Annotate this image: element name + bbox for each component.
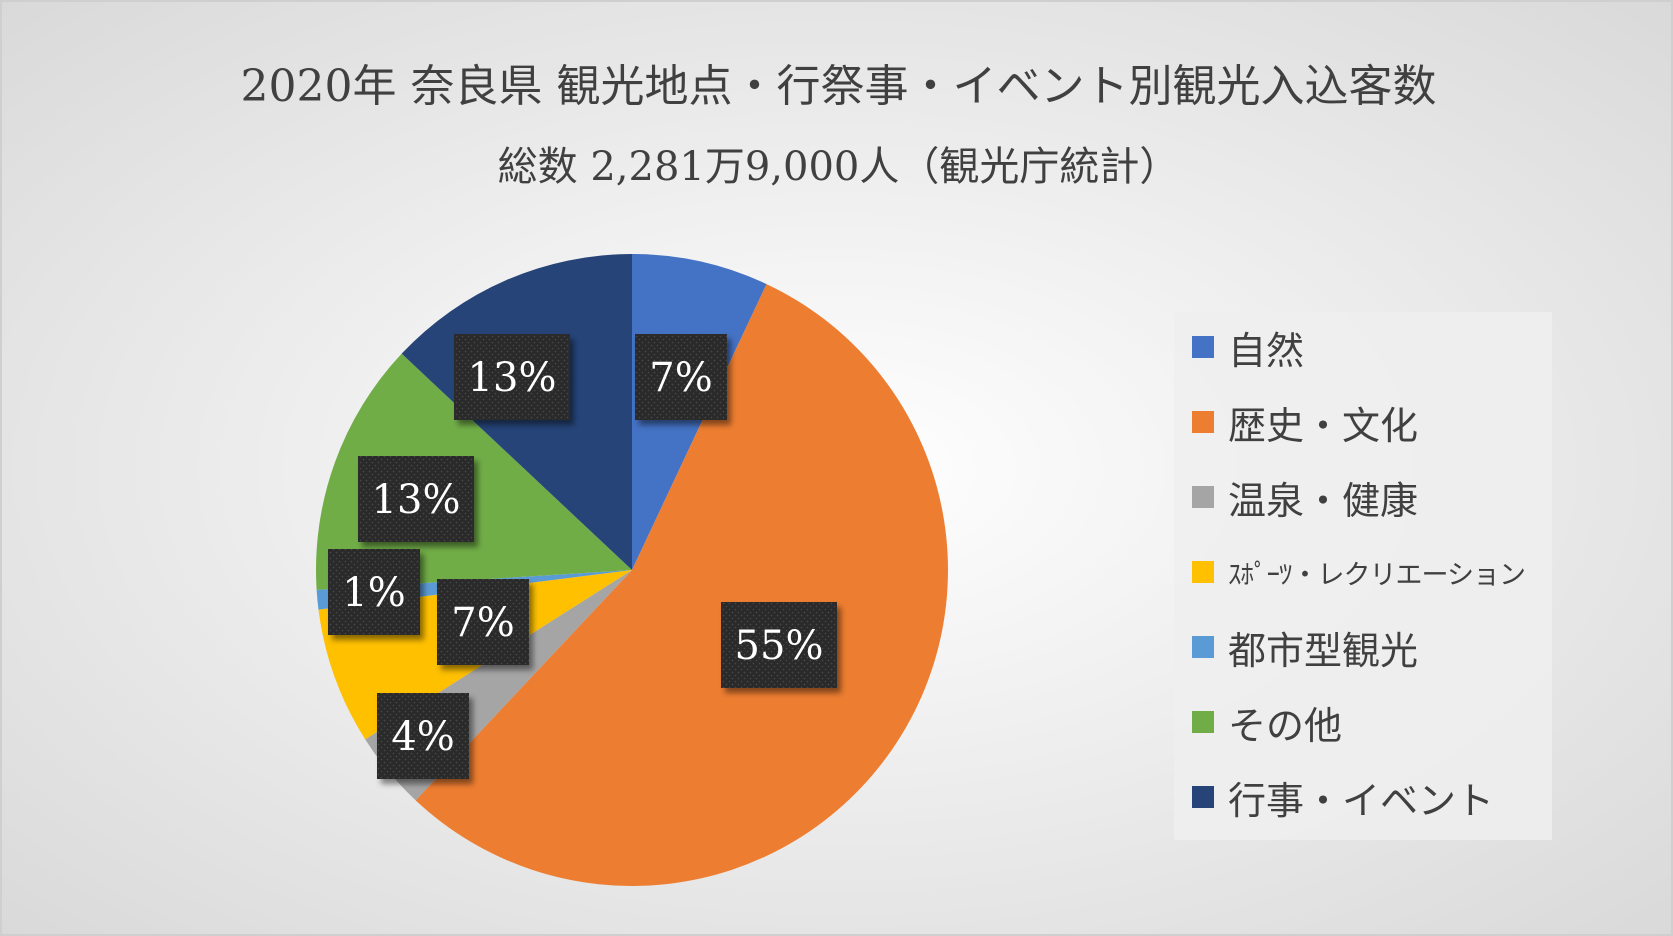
chart-subtitle: 総数 2,281万9,000人（観光庁統計）: [497, 144, 1180, 190]
data-label-box: [358, 456, 474, 542]
data-label-text: 7%: [451, 600, 514, 646]
legend: [1174, 312, 1552, 840]
legend-swatch: [1192, 411, 1214, 433]
legend-label: その他: [1228, 703, 1343, 748]
legend-item: ｽﾎﾟｰﾂ・レクリエーション: [1192, 547, 1526, 597]
legend-label: 自然: [1228, 328, 1305, 373]
data-label-text: 13%: [372, 477, 461, 523]
legend-item: 温泉・健康: [1192, 472, 1419, 523]
data-label-text: 7%: [649, 355, 712, 401]
legend-swatch: [1192, 711, 1214, 733]
data-label: 13%: [358, 456, 474, 542]
data-label-box: [721, 602, 837, 688]
data-label-text: 4%: [391, 714, 454, 760]
legend-swatch: [1192, 336, 1214, 358]
data-label: 7%: [437, 579, 529, 665]
data-label-box: [454, 334, 570, 420]
data-label: 1%: [328, 549, 420, 635]
data-label-box: [328, 549, 420, 635]
legend-label: 行事・イベント: [1228, 778, 1495, 823]
legend-label: 都市型観光: [1228, 628, 1419, 673]
legend-item: 自然: [1192, 322, 1305, 373]
pie-slice: [415, 284, 948, 886]
legend-swatch: [1192, 561, 1214, 583]
data-label: 13%: [454, 334, 570, 420]
legend-swatch: [1192, 486, 1214, 508]
pie-data-labels: 7% 55% 4% 7% 1% 13% 13%: [328, 334, 837, 779]
data-label-text: 13%: [468, 355, 557, 401]
legend-item: 都市型観光: [1192, 622, 1419, 673]
legend-swatch: [1192, 786, 1214, 808]
legend-label: 温泉・健康: [1228, 478, 1419, 523]
data-label: 4%: [377, 693, 469, 779]
data-label-text: 55%: [735, 623, 824, 669]
legend-label: ｽﾎﾟｰﾂ・レクリエーション: [1228, 559, 1526, 591]
legend-item: その他: [1192, 697, 1343, 748]
data-label-box: [635, 334, 727, 420]
data-label: 55%: [721, 602, 837, 688]
legend-item: 行事・イベント: [1192, 772, 1495, 823]
data-label-box: [377, 693, 469, 779]
chart-title: 2020年 奈良県 観光地点・行祭事・イベント別観光入込客数: [240, 61, 1437, 112]
legend-label: 歴史・文化: [1228, 403, 1419, 448]
data-label-text: 1%: [342, 570, 405, 616]
legend-swatch: [1192, 636, 1214, 658]
data-label: 7%: [635, 334, 727, 420]
data-label-box: [437, 579, 529, 665]
legend-item: 歴史・文化: [1192, 397, 1419, 448]
